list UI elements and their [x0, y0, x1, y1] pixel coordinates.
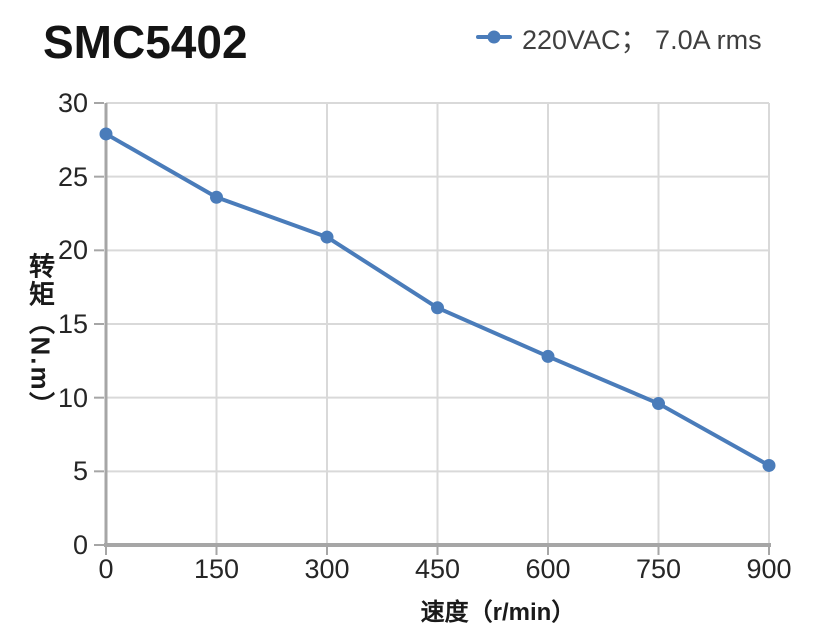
y-tick-label: 10 [57, 382, 88, 413]
x-tick-label: 300 [304, 554, 350, 584]
y-tick-label: 30 [57, 88, 88, 118]
x-tick-label: 0 [98, 554, 114, 584]
x-axis-tick-labels: 0 150 300 450 600 750 900 [98, 554, 791, 585]
y-tick-label: 5 [72, 456, 88, 487]
y-tick-label: 15 [57, 309, 88, 339]
y-tick-label: 20 [57, 235, 88, 266]
torque-speed-curve [94, 102, 776, 555]
x-axis-title: 速度（r/min） [420, 599, 576, 626]
chart-title: SMC5402 [43, 16, 248, 68]
x-tick-label: 150 [193, 554, 240, 584]
x-tick-label: 600 [525, 554, 571, 584]
y-tick-label: 25 [57, 161, 88, 192]
plot-area [94, 102, 776, 555]
legend: 220VAC； 7.0A rms [476, 21, 762, 55]
y-tick-label: 0 [72, 530, 88, 560]
data-point-marker [762, 458, 776, 472]
data-point-marker [320, 230, 334, 244]
y-axis-tick-labels: 0 5 10 15 20 25 30 [0, 89, 88, 559]
data-point-marker [210, 190, 223, 204]
data-point-marker [541, 349, 555, 363]
x-tick-label: 450 [414, 554, 461, 584]
x-tick-label: 750 [635, 554, 682, 584]
x-tick-label: 900 [746, 554, 792, 584]
legend-label: 220VAC； 7.0A rms [522, 24, 762, 55]
data-point-marker [652, 397, 665, 411]
data-point-marker [99, 127, 113, 141]
data-point-marker [431, 301, 444, 315]
legend-line-marker-icon [476, 35, 512, 39]
y-axis-title: 转矩（N.m） [25, 252, 56, 420]
